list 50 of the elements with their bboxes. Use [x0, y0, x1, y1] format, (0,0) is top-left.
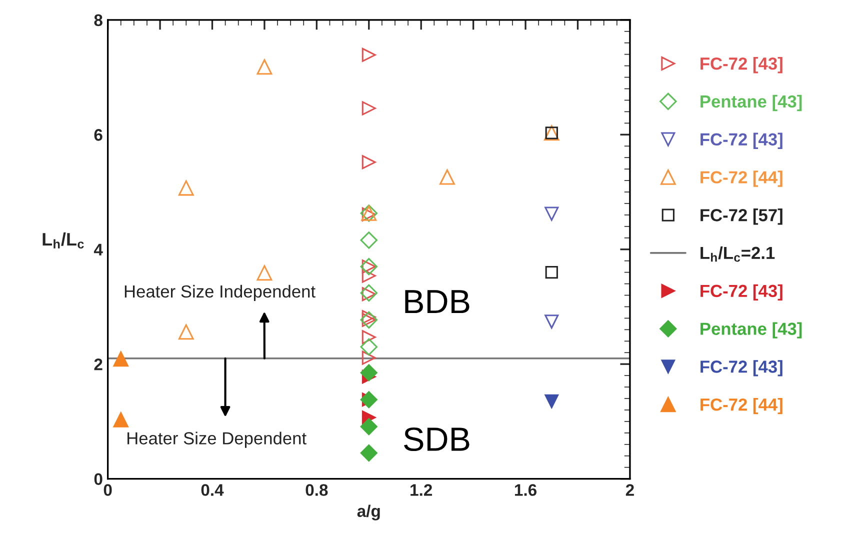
point — [360, 364, 378, 382]
point — [362, 155, 376, 170]
y-tick-label: 2 — [94, 358, 102, 370]
point — [178, 180, 194, 196]
x-tick-label: 0 — [104, 484, 112, 496]
point — [360, 418, 378, 436]
point — [113, 412, 129, 428]
point — [256, 265, 272, 281]
point — [544, 314, 559, 329]
point — [544, 206, 559, 221]
point — [544, 394, 559, 408]
y-tick-label: 4 — [94, 244, 103, 256]
annotation: SDB — [404, 427, 470, 452]
x-tick-label: 1.6 — [514, 484, 537, 496]
point — [360, 232, 378, 249]
legend-label: Pentane [43] — [700, 94, 802, 112]
point — [362, 330, 376, 344]
point — [360, 444, 378, 462]
y-tick-label: 8 — [94, 14, 102, 26]
x-tick-label: 2 — [626, 484, 634, 496]
annotation: Heater Size Dependent — [128, 432, 306, 448]
point — [362, 350, 376, 365]
legend-label: L$_{h}$/L$_{c}$=2.1 — [700, 246, 775, 262]
y-tick-label: 6 — [94, 129, 102, 141]
point — [113, 351, 129, 367]
legend-label: FC-72 [43] — [700, 132, 782, 149]
legend-label: FC-72 [44] — [700, 170, 782, 187]
x-tick-label: 1.2 — [410, 484, 432, 496]
annotation: BDB — [405, 290, 470, 314]
legend-label: FC-72 [43] — [700, 360, 782, 376]
point — [362, 48, 376, 62]
y-axis-title: L$_{h}$/L$_{c}$ — [42, 232, 84, 249]
legend-label: FC-72 [57] — [700, 208, 782, 225]
point — [256, 59, 272, 75]
legend-label: Pentane [43] — [700, 322, 802, 338]
point — [178, 324, 194, 340]
point — [362, 101, 376, 116]
point — [440, 169, 455, 185]
annotation: Heater Size Independent — [124, 284, 316, 302]
point — [545, 266, 558, 279]
x-tick-label: 0.8 — [306, 484, 328, 496]
legend-label: FC-72 [44] — [700, 398, 782, 414]
legend-label: FC-72 [43] — [700, 284, 782, 301]
y-tick-label: 0 — [94, 473, 102, 486]
legend-label: FC-72 [43] — [700, 57, 782, 74]
x-axis-title: a/g — [357, 504, 380, 520]
x-tick-label: 0.4 — [201, 484, 224, 496]
point — [360, 338, 378, 356]
point — [360, 284, 378, 302]
point — [362, 268, 376, 283]
